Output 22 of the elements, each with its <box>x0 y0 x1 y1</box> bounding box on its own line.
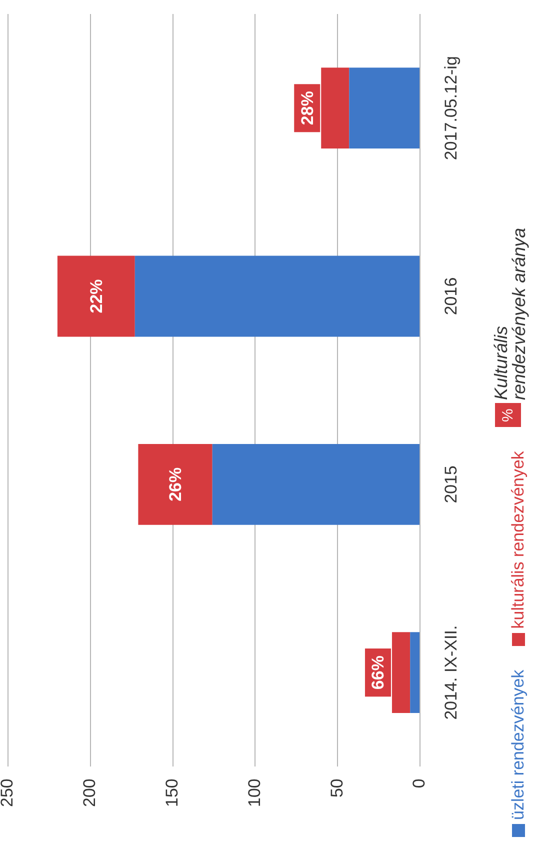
text: % <box>495 403 521 428</box>
text: Kulturális rendezvények aránya <box>491 227 529 400</box>
bar <box>212 444 420 525</box>
y-tick-label: 2014. IX-XII. <box>442 625 461 720</box>
annotation: 66% <box>368 656 388 690</box>
bar <box>349 68 420 149</box>
text: üzleti rendezvények <box>508 669 528 820</box>
annotation: 28% <box>298 91 317 126</box>
x-tick-label: 200 <box>80 778 100 808</box>
x-tick-label: 150 <box>162 778 182 808</box>
text: kulturális rendezvények <box>508 450 528 629</box>
annotation: 22% <box>86 279 106 314</box>
y-tick-label: 2015 <box>442 465 461 504</box>
x-tick-label: 0 <box>410 778 429 788</box>
y-tick-label: 2017.05.12-ig <box>442 56 461 160</box>
annotation: 26% <box>166 467 185 502</box>
y-tick-label: 2016 <box>442 277 461 316</box>
bar <box>410 632 420 714</box>
x-tick-label: 50 <box>327 778 346 798</box>
x-tick-label: 100 <box>244 778 264 808</box>
x-tick-label: 250 <box>0 778 17 808</box>
bar <box>134 256 420 337</box>
